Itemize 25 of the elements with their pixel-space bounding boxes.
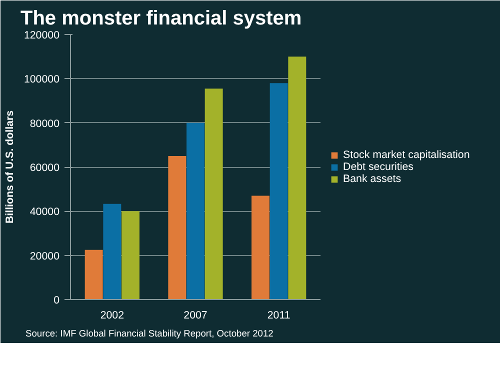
bar: [122, 211, 140, 300]
x-tick-label: 2011: [267, 310, 290, 322]
source-note: Source: IMF Global Financial Stability Report, October 2012: [26, 328, 274, 338]
bar: [168, 156, 186, 300]
x-tick-label: 2002: [100, 310, 124, 322]
legend-label: Bank assets: [343, 172, 402, 184]
chart-title: The monster financial system: [20, 8, 302, 30]
legend-label: Debt securities: [343, 160, 414, 172]
y-tick-label: 100000: [24, 74, 60, 86]
y-axis-title: Billions of U.S. dollars: [4, 110, 16, 224]
y-tick-label: 120000: [24, 30, 60, 42]
y-tick-label: 60000: [30, 162, 60, 174]
y-tick-label: 40000: [30, 206, 60, 218]
bar: [103, 204, 122, 300]
bar: [204, 88, 223, 300]
bar: [84, 250, 103, 300]
y-tick-label: 80000: [30, 118, 60, 130]
bar: [270, 83, 288, 300]
bar: [186, 122, 204, 300]
bar: [288, 56, 306, 300]
y-tick-label: 0: [54, 294, 60, 306]
y-tick-label: 20000: [30, 250, 60, 262]
legend-label: Stock market capitalisation: [343, 148, 470, 160]
x-tick-label: 2007: [184, 310, 208, 322]
bar: [252, 196, 270, 300]
